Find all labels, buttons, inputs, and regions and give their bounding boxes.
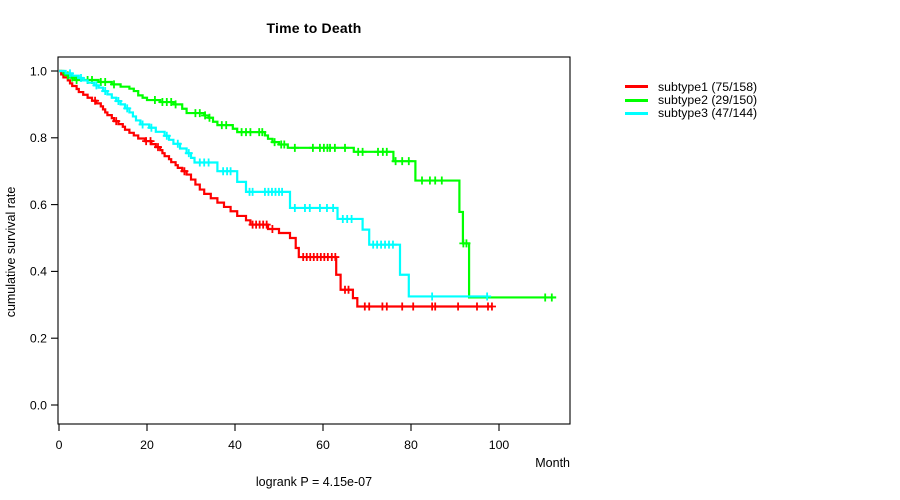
survival-curve-subtype2 [59,69,557,299]
legend-label: subtype2 (29/150) [658,93,758,108]
legend-line-swatch [625,85,648,89]
chart-title: Time to Death [266,20,362,36]
logrank-annotation: logrank P = 4.15e-07 [255,475,373,489]
y-tick-label: 0.0 [30,398,47,412]
censor-marks-subtype3 [66,69,492,301]
x-tick-label: 40 [228,438,242,452]
x-tick-label: 20 [140,438,154,452]
legend-label: subtype3 (47/144) [658,106,758,121]
legend-line-swatch [625,111,648,115]
y-tick-label: 1.0 [30,64,47,78]
censor-marks-subtype1 [91,96,496,311]
y-tick-label: 0.6 [30,198,47,212]
x-tick-label: 80 [404,438,418,452]
legend-item: subtype2 (29/150) [625,93,758,108]
y-tick-label: 0.4 [30,265,47,279]
x-tick-label: 60 [316,438,330,452]
plot-box [57,56,571,425]
y-tick-label: 0.2 [30,332,47,346]
censor-marks-subtype2 [63,71,556,302]
x-tick-label: 100 [489,438,510,452]
y-tick-label: 0.8 [30,131,47,145]
legend: subtype1 (75/158) subtype2 (29/150) subtyp… [625,80,757,120]
legend-line-swatch [625,98,648,102]
legend-label: subtype1 (75/158) [658,79,758,94]
legend-item: subtype1 (75/158) [625,79,758,94]
x-axis-title: Month [535,456,570,470]
x-tick-label: 0 [56,438,63,452]
survival-curve-subtype3 [59,69,488,298]
legend-item: subtype3 (47/144) [625,106,758,121]
